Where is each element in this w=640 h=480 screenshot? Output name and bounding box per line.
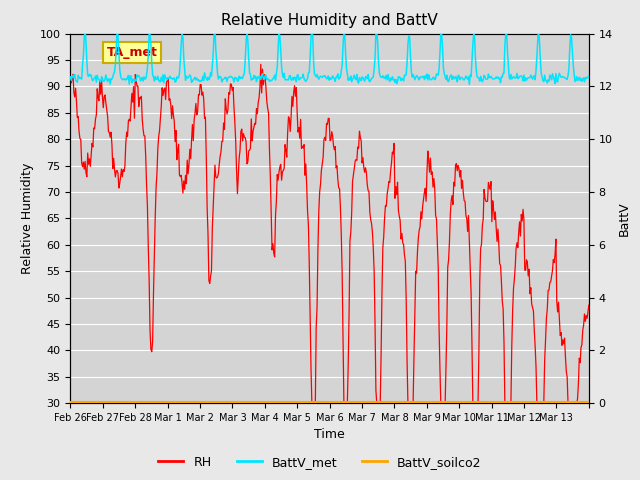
Text: TA_met: TA_met [107,46,157,59]
Legend: RH, BattV_met, BattV_soilco2: RH, BattV_met, BattV_soilco2 [154,451,486,474]
Y-axis label: BattV: BattV [618,201,631,236]
Y-axis label: Relative Humidity: Relative Humidity [21,163,34,274]
Title: Relative Humidity and BattV: Relative Humidity and BattV [221,13,438,28]
X-axis label: Time: Time [314,429,345,442]
